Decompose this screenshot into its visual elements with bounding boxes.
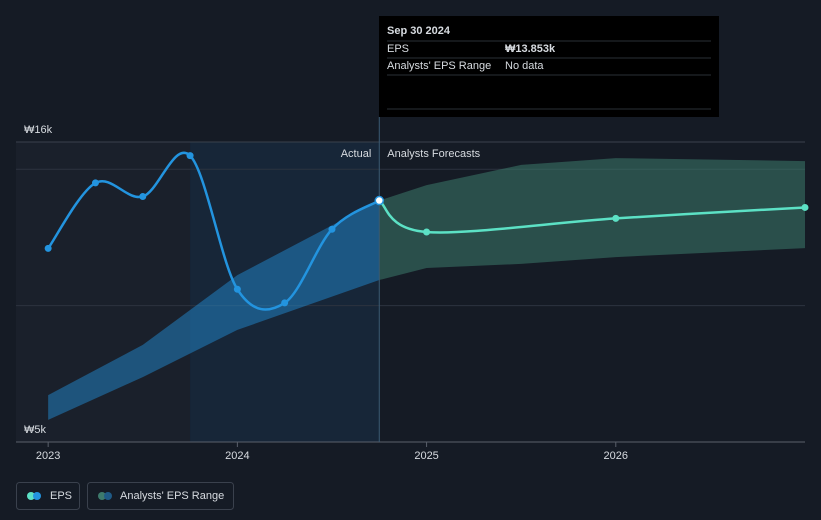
tooltip-range-value: No data (505, 60, 544, 72)
eps-point (612, 214, 620, 222)
past-region (16, 142, 191, 442)
tooltip-eps-label: EPS (387, 43, 409, 55)
tooltip-eps-value: ₩13.853k (505, 43, 556, 55)
tooltip (379, 16, 719, 117)
actual-label: Actual (341, 148, 372, 160)
eps-point (91, 179, 99, 187)
eps-point (233, 285, 241, 293)
legend-swatch (27, 492, 35, 500)
tooltip-range-label: Analysts' EPS Range (387, 60, 491, 72)
highlight-region (190, 142, 380, 442)
eps-point (186, 152, 194, 160)
eps-point (374, 195, 385, 206)
x-tick-label: 2024 (225, 450, 249, 462)
legend-item[interactable] (16, 482, 80, 510)
x-tick-label: 2023 (36, 450, 60, 462)
eps-point (423, 228, 431, 236)
eps-forecast-line (378, 199, 806, 234)
legend-swatch (104, 492, 112, 500)
x-tick-label: 2025 (414, 450, 438, 462)
legend-swatch (98, 492, 106, 500)
past-range-band (48, 200, 380, 420)
legend-label[interactable]: Analysts' EPS Range (120, 490, 224, 502)
forecast-label: Analysts Forecasts (387, 148, 480, 160)
eps-point (44, 244, 52, 252)
legend-swatch (33, 492, 41, 500)
eps-point (801, 203, 809, 211)
legend-item[interactable] (87, 482, 234, 510)
x-tick-label: 2026 (604, 450, 628, 462)
eps-point (328, 225, 336, 233)
y-tick-label: ₩5k (24, 424, 47, 436)
tooltip-date: Sep 30 2024 (387, 25, 451, 37)
eps-point (139, 193, 147, 201)
y-tick-label: ₩16k (24, 124, 53, 136)
eps-actual-line (47, 151, 380, 311)
eps-point (281, 299, 289, 307)
legend-label[interactable]: EPS (50, 490, 72, 502)
